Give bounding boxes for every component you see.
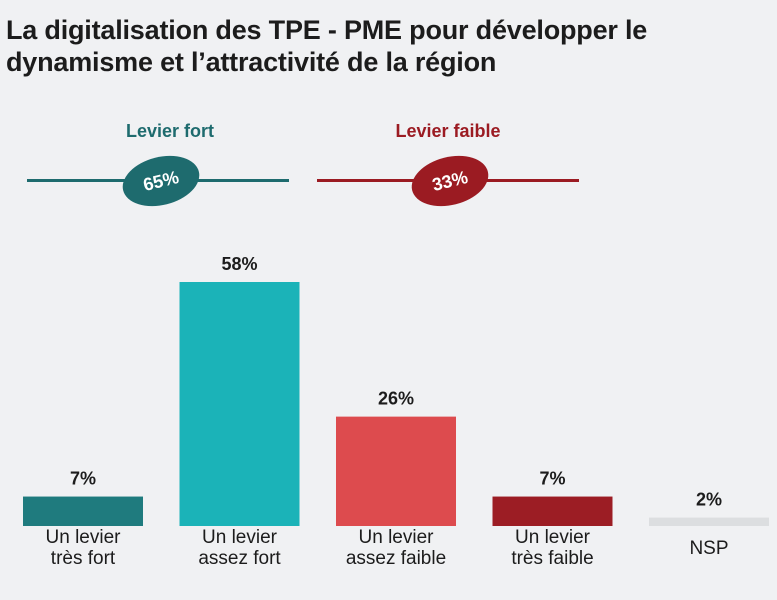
group-label-weak: Levier faible xyxy=(395,121,501,141)
bar-value-label-2: 58% xyxy=(221,254,257,274)
bar-3 xyxy=(336,416,456,526)
category-label-5-line-1: NSP xyxy=(689,538,729,559)
category-label-3: Un levier assez faible xyxy=(321,527,471,569)
bar-2 xyxy=(179,282,300,526)
category-label-1-line-1: Un levier xyxy=(45,527,121,548)
chart-title: La digitalisation des TPE - PME pour dév… xyxy=(6,14,776,78)
bar-value-label-1: 7% xyxy=(70,469,96,489)
category-label-2-line-1: Un levier xyxy=(202,527,277,548)
chart-title-line-2: dynamisme et l’attractivité de la région xyxy=(6,47,497,77)
bar-1 xyxy=(23,496,143,526)
category-label-4-line-2: très faible xyxy=(511,548,594,569)
category-label-3-line-2: assez faible xyxy=(345,548,447,569)
category-label-1-line-2: très fort xyxy=(50,548,116,569)
category-label-2: Un levier assez fort xyxy=(165,527,315,569)
bar-value-label-5: 2% xyxy=(696,490,722,510)
bar-4 xyxy=(492,496,613,526)
category-label-1: Un levier très fort xyxy=(8,527,158,569)
bar-value-label-3: 26% xyxy=(378,389,414,409)
group-label-strong: Levier fort xyxy=(125,121,215,141)
category-label-4: Un levier très faible xyxy=(478,527,628,569)
chart-title-line-1: La digitalisation des TPE - PME pour dév… xyxy=(6,15,648,45)
bar-value-label-4: 7% xyxy=(539,469,565,489)
category-label-2-line-2: assez fort xyxy=(198,548,281,569)
category-label-5: NSP xyxy=(634,538,777,559)
category-label-4-line-1: Un levier xyxy=(515,527,590,548)
category-label-3-line-1: Un levier xyxy=(358,527,434,548)
bar-5 xyxy=(649,517,769,526)
